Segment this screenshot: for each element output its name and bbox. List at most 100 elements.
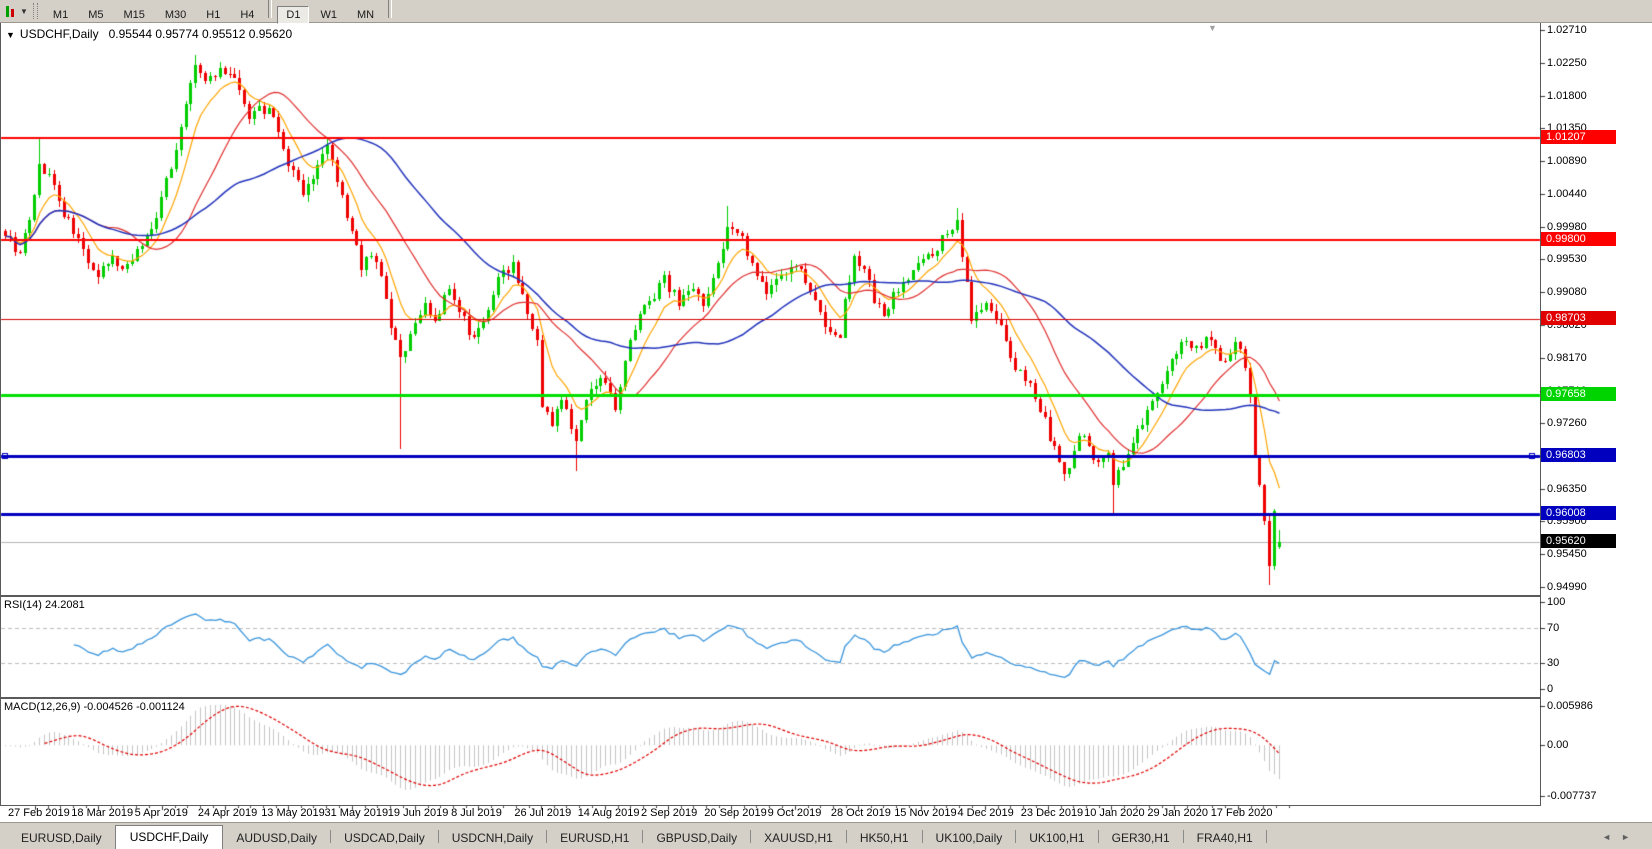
price-tick-label: 0.99080 (1547, 285, 1587, 298)
toolbar-grip-handle[interactable] (32, 3, 38, 19)
timeframe-button-group: M1 M5 M15 M30 H1 H4 D1 W1 MN (43, 0, 396, 24)
timeframe-button-h1[interactable]: H1 (206, 8, 221, 21)
date-tick-label: 4 Dec 2019 (957, 807, 1014, 819)
timeframe-button-w1[interactable]: W1 (320, 8, 337, 21)
tab-eurusd-h1[interactable]: EURUSD,H1 (560, 831, 630, 845)
rsi-scale-label: 70 (1547, 622, 1560, 635)
date-tick-label: 17 Feb 2020 (1210, 807, 1273, 819)
price-level-badge: 0.96803 (1541, 448, 1616, 463)
price-tick-label: 1.00440 (1547, 187, 1587, 200)
macd-scale-label: -0.007737 (1547, 790, 1597, 802)
tab-usdcnh-daily[interactable]: USDCNH,Daily (451, 831, 534, 845)
date-tick-label: 23 Dec 2019 (1020, 807, 1084, 819)
date-tick-label: 8 Jul 2019 (451, 807, 502, 819)
price-level-badge: 0.95620 (1541, 533, 1616, 548)
tab-separator (437, 830, 439, 843)
price-level-badge: 0.97658 (1541, 386, 1616, 401)
date-tick-label: 9 Oct 2019 (767, 807, 822, 819)
chart-type-button[interactable]: ▼ (6, 5, 30, 17)
date-tick-label: 20 Sep 2019 (704, 807, 767, 819)
price-tick-label: 0.99530 (1547, 253, 1587, 266)
price-tick-label: 0.96350 (1547, 482, 1587, 495)
tab-uk100-daily[interactable]: UK100,Daily (935, 831, 1003, 845)
rsi-scale-label: 0 (1547, 683, 1554, 695)
tab-separator (642, 830, 644, 843)
toolbar-separator (388, 0, 393, 18)
date-tick-label: 10 Jan 2020 (1084, 807, 1145, 819)
date-tick-label: 13 May 2019 (261, 807, 325, 819)
tab-separator (845, 830, 847, 843)
timeframe-button-mn[interactable]: MN (356, 8, 375, 21)
timeframe-button-d1[interactable]: D1 (277, 5, 310, 24)
timeframes-toolbar: ▼ M1 M5 M15 M30 H1 H4 D1 W1 MN (0, 0, 1652, 24)
chart-tab-bar: EURUSD,Daily USDCHF,Daily AUDUSD,Daily USDC… (0, 822, 1652, 849)
price-tick-label: 0.95450 (1547, 547, 1587, 560)
tab-usdchf-daily[interactable]: USDCHF,Daily (114, 825, 224, 849)
price-level-badge: 0.99800 (1541, 231, 1616, 246)
tab-scroll-arrows: ◄► (1602, 832, 1640, 842)
macd-label: MACD(12,26,9) -0.004526 -0.001124 (4, 701, 185, 713)
date-tick-label: 14 Aug 2019 (577, 807, 640, 819)
chart-tabs: EURUSD,Daily USDCHF,Daily AUDUSD,Daily USDC… (8, 825, 1267, 849)
date-tick-label: 31 May 2019 (324, 807, 389, 819)
price-tick-label: 0.94990 (1547, 581, 1587, 593)
timeframe-button-m1[interactable]: M1 (52, 8, 69, 21)
tab-usdcad-daily[interactable]: USDCAD,Daily (344, 831, 425, 845)
date-tick-label: 24 Apr 2019 (197, 807, 258, 819)
price-level-badge: 0.96008 (1541, 505, 1616, 520)
tab-uk100-h1[interactable]: UK100,H1 (1029, 831, 1085, 845)
price-level-badge: 0.98703 (1541, 311, 1616, 326)
tab-separator (330, 830, 332, 843)
chevron-down-icon[interactable]: ▼ (20, 6, 28, 16)
tab-hk50-h1[interactable]: HK50,H1 (859, 831, 909, 845)
tab-separator (546, 830, 548, 843)
timeframe-button-m30[interactable]: M30 (164, 8, 187, 21)
tab-gbpusd-daily[interactable]: GBPUSD,Daily (656, 831, 738, 845)
tab-separator (1265, 830, 1267, 843)
date-tick-label: 2 Sep 2019 (641, 807, 698, 819)
macd-scale-label: 0.00 (1547, 739, 1569, 752)
timeframe-button-m15[interactable]: M15 (123, 8, 145, 21)
price-tick-label: 1.02250 (1547, 57, 1587, 70)
tab-separator (1182, 830, 1184, 843)
timeframe-button-h4[interactable]: H4 (240, 8, 255, 21)
price-level-badge: 1.01207 (1541, 130, 1616, 145)
candlestick-chart-icon (6, 5, 9, 17)
price-tick-label: 1.01800 (1547, 89, 1587, 102)
price-tick-label: 0.97260 (1547, 417, 1587, 430)
date-tick-label: 5 Apr 2019 (134, 807, 188, 819)
tab-separator (1015, 830, 1017, 843)
tab-xauusd-h1[interactable]: XAUUSD,H1 (764, 831, 833, 845)
tab-separator (1097, 830, 1099, 843)
price-tick-label: 1.00890 (1547, 155, 1587, 168)
price-tick-label: 0.98170 (1547, 351, 1587, 364)
tab-fra40-h1[interactable]: FRA40,H1 (1196, 831, 1253, 845)
tab-scroll-left-icon[interactable]: ◄ (1602, 832, 1622, 842)
tab-eurusd-daily[interactable]: EURUSD,Daily (21, 831, 102, 845)
symbol-dropdown-icon[interactable]: ▼ (6, 30, 15, 40)
timeframe-button-m5[interactable]: M5 (88, 8, 104, 21)
date-tick-label: 19 Jun 2019 (387, 807, 449, 819)
tab-audusd-daily[interactable]: AUDUSD,Daily (236, 831, 318, 845)
tab-scroll-right-icon[interactable]: ► (1621, 832, 1640, 842)
date-tick-label: 27 Feb 2019 (8, 807, 70, 819)
tab-separator (921, 830, 923, 843)
tab-separator (750, 830, 752, 843)
chart-shift-marker-icon[interactable]: ▼ (1208, 23, 1217, 33)
date-tick-label: 15 Nov 2019 (894, 807, 957, 819)
date-tick-label: 28 Oct 2019 (830, 807, 891, 819)
price-tick-label: 0.99980 (1547, 220, 1587, 233)
date-tick-label: 26 Jul 2019 (514, 807, 572, 819)
rsi-scale-label: 100 (1547, 596, 1566, 608)
macd-scale-label: 0.005986 (1547, 700, 1593, 712)
date-tick-label: 29 Jan 2020 (1147, 807, 1208, 819)
candlestick-chart-icon (11, 8, 14, 17)
chart-ohlc-values: 0.95544 0.95774 0.95512 0.95620 (108, 27, 293, 41)
chart-title: ▼ USDCHF,Daily 0.95544 0.95774 0.95512 0.9… (6, 27, 292, 41)
chart-symbol-label: USDCHF,Daily (19, 27, 99, 41)
price-tick-label: 1.02710 (1547, 24, 1587, 36)
toolbar-separator (268, 0, 273, 18)
tab-ger30-h1[interactable]: GER30,H1 (1111, 831, 1170, 845)
